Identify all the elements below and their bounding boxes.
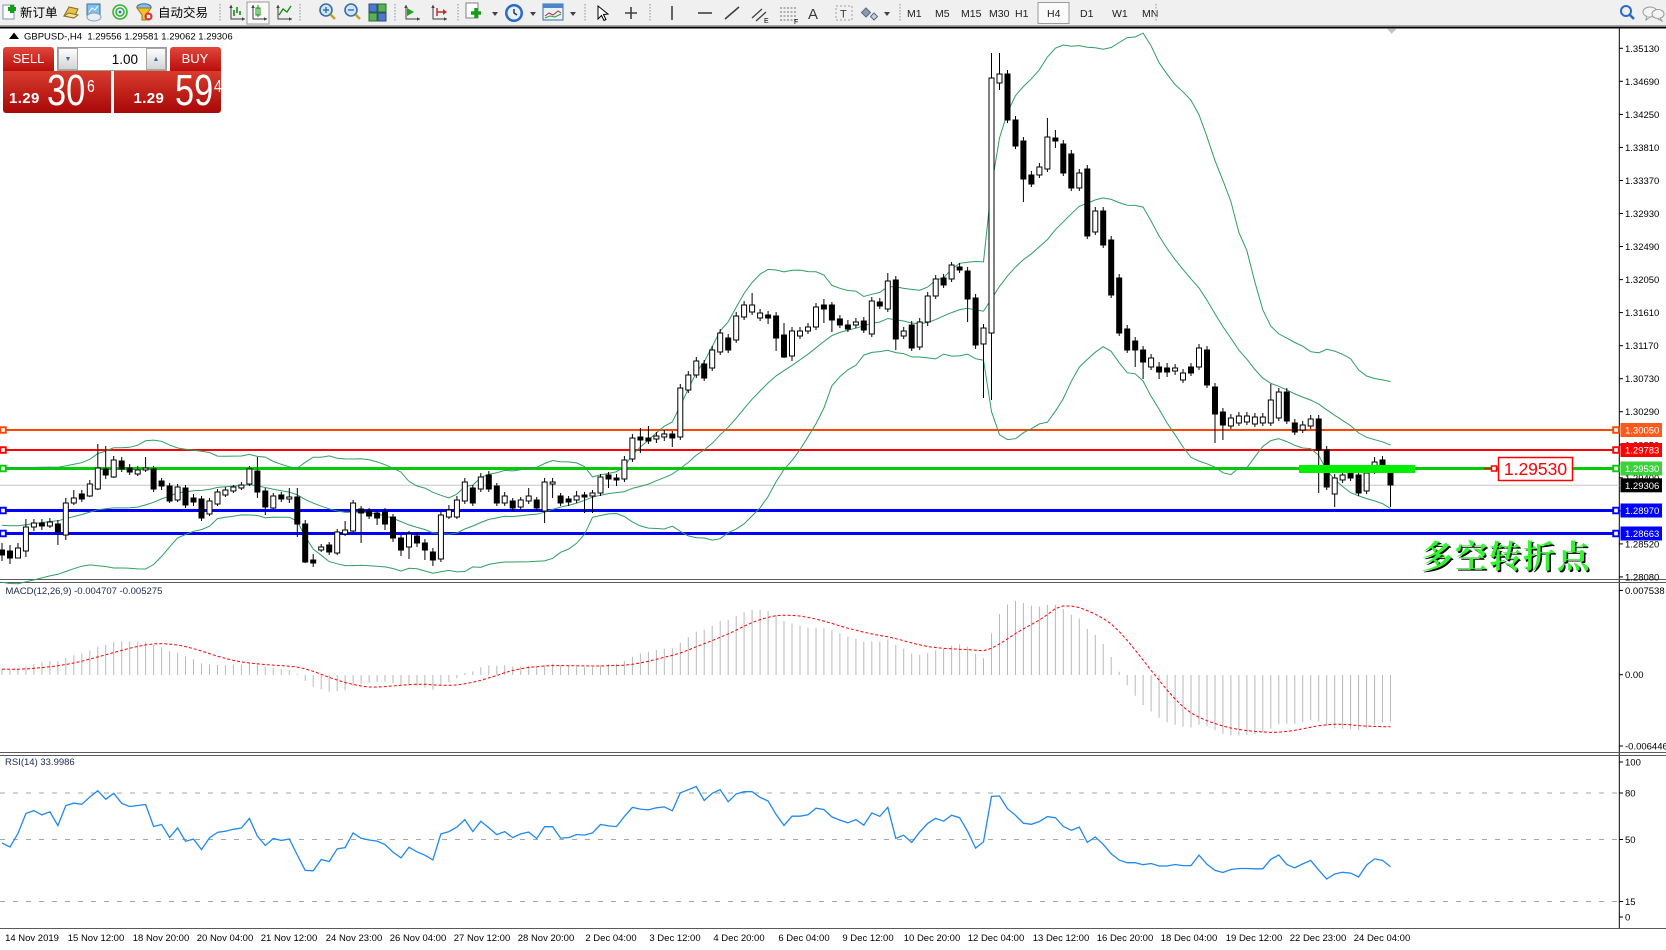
svg-text:1.29783: 1.29783 <box>1625 446 1659 457</box>
svg-text:1.31170: 1.31170 <box>1625 341 1659 352</box>
svg-text:1.30730: 1.30730 <box>1625 374 1659 385</box>
svg-text:H1: H1 <box>1015 8 1029 20</box>
svg-text:M5: M5 <box>935 8 950 20</box>
svg-text:1.28663: 1.28663 <box>1625 529 1659 540</box>
svg-text:24 Nov 23:00: 24 Nov 23:00 <box>326 933 383 944</box>
svg-text:10 Dec 20:00: 10 Dec 20:00 <box>904 933 961 944</box>
svg-text:0.00: 0.00 <box>1625 670 1644 681</box>
svg-text:W1: W1 <box>1112 8 1128 20</box>
svg-text:1.28970: 1.28970 <box>1625 506 1659 517</box>
svg-text:M30: M30 <box>989 8 1010 20</box>
svg-text:0: 0 <box>1625 913 1630 924</box>
svg-text:1.33370: 1.33370 <box>1625 176 1659 187</box>
svg-text:1.33810: 1.33810 <box>1625 143 1659 154</box>
svg-text:15: 15 <box>1625 897 1636 908</box>
svg-text:100: 100 <box>1625 758 1641 769</box>
svg-text:1.32490: 1.32490 <box>1625 242 1659 253</box>
svg-text:20 Nov 04:00: 20 Nov 04:00 <box>197 933 254 944</box>
svg-text:1.35130: 1.35130 <box>1625 44 1659 55</box>
svg-text:MN: MN <box>1142 8 1158 20</box>
svg-text:0.007538: 0.007538 <box>1625 586 1665 597</box>
svg-text:1.29530: 1.29530 <box>1625 464 1659 475</box>
svg-text:50: 50 <box>1625 835 1636 846</box>
svg-text:6 Dec 04:00: 6 Dec 04:00 <box>778 933 829 944</box>
svg-text:RSI(14) 33.9986: RSI(14) 33.9986 <box>5 757 75 768</box>
svg-text:16 Dec 20:00: 16 Dec 20:00 <box>1097 933 1154 944</box>
svg-text:F: F <box>794 19 798 26</box>
svg-text:1.34690: 1.34690 <box>1625 77 1659 88</box>
svg-text:4 Dec 20:00: 4 Dec 20:00 <box>713 933 764 944</box>
svg-text:13 Dec 12:00: 13 Dec 12:00 <box>1033 933 1090 944</box>
svg-text:1.34250: 1.34250 <box>1625 110 1659 121</box>
svg-text:26 Nov 04:00: 26 Nov 04:00 <box>390 933 447 944</box>
svg-text:18 Dec 04:00: 18 Dec 04:00 <box>1161 933 1218 944</box>
svg-text:9 Dec 12:00: 9 Dec 12:00 <box>842 933 893 944</box>
svg-text:H4: H4 <box>1047 8 1061 20</box>
svg-text:D1: D1 <box>1080 8 1094 20</box>
svg-text:1.32050: 1.32050 <box>1625 275 1659 286</box>
svg-text:22 Dec 23:00: 22 Dec 23:00 <box>1290 933 1347 944</box>
svg-text:80: 80 <box>1625 789 1636 800</box>
svg-text:1.29530: 1.29530 <box>1504 459 1568 479</box>
svg-text:3 Dec 12:00: 3 Dec 12:00 <box>649 933 700 944</box>
svg-text:GBPUSD-,H4 1.29556 1.29581 1.: GBPUSD-,H4 1.29556 1.29581 1.29062 1.293… <box>24 32 233 43</box>
svg-text:1.30290: 1.30290 <box>1625 407 1659 418</box>
svg-text:18 Nov 20:00: 18 Nov 20:00 <box>133 933 190 944</box>
svg-text:28 Nov 20:00: 28 Nov 20:00 <box>518 933 575 944</box>
svg-text:27 Nov 12:00: 27 Nov 12:00 <box>454 933 511 944</box>
svg-text:MACD(12,26,9) -0.004707 -0.005: MACD(12,26,9) -0.004707 -0.005275 <box>6 586 163 597</box>
svg-text:-0.006446: -0.006446 <box>1625 742 1666 753</box>
svg-text:14 Nov 2019: 14 Nov 2019 <box>5 933 59 944</box>
svg-text:E: E <box>764 18 769 25</box>
svg-text:1.30050: 1.30050 <box>1625 426 1659 437</box>
svg-text:M15: M15 <box>961 8 982 20</box>
svg-text:1.31610: 1.31610 <box>1625 308 1659 319</box>
svg-text:M1: M1 <box>907 8 922 20</box>
svg-text:12 Dec 04:00: 12 Dec 04:00 <box>968 933 1025 944</box>
svg-text:2 Dec 04:00: 2 Dec 04:00 <box>585 933 636 944</box>
svg-text:21 Nov 12:00: 21 Nov 12:00 <box>261 933 318 944</box>
svg-text:1.28520: 1.28520 <box>1625 539 1659 550</box>
svg-text:1.29306: 1.29306 <box>1625 481 1659 492</box>
svg-text:A: A <box>808 6 818 23</box>
svg-text:15 Nov 12:00: 15 Nov 12:00 <box>68 933 125 944</box>
svg-text:1.28080: 1.28080 <box>1625 572 1659 583</box>
svg-text:T: T <box>840 9 847 21</box>
svg-text:1.32930: 1.32930 <box>1625 209 1659 220</box>
svg-text:19 Dec 12:00: 19 Dec 12:00 <box>1226 933 1283 944</box>
svg-text:24 Dec 04:00: 24 Dec 04:00 <box>1354 933 1411 944</box>
